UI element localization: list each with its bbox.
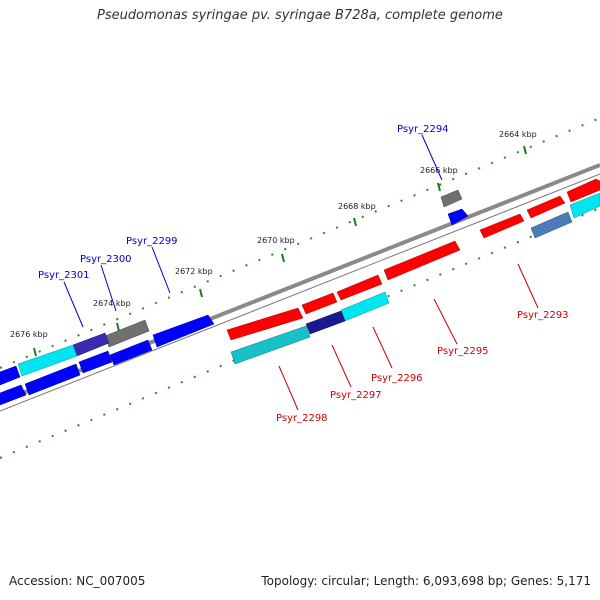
gene-arrow[interactable] xyxy=(566,178,600,203)
label-leaders-forward xyxy=(278,263,539,411)
gene-label-psyr-2294[interactable]: Psyr_2294 xyxy=(397,124,449,135)
gene-arrow[interactable] xyxy=(78,350,113,374)
scale-label-2670: 2670 kbp xyxy=(257,236,295,245)
gene-label-psyr-2301[interactable]: Psyr_2301 xyxy=(38,270,90,281)
gene-arrow[interactable] xyxy=(24,363,81,396)
gene-arrow[interactable] xyxy=(0,365,21,386)
feature-arrow-steelblue[interactable] xyxy=(530,211,573,239)
scale-label-2668: 2668 kbp xyxy=(338,202,376,211)
gene-arrow[interactable] xyxy=(109,339,153,366)
gene-arrow[interactable] xyxy=(152,314,215,348)
gene-arrow[interactable] xyxy=(526,195,566,219)
feature-arrow-cyan[interactable] xyxy=(17,344,78,377)
accession-text: Accession: NC_007005 xyxy=(9,574,146,588)
label-leaders-reverse xyxy=(63,134,443,328)
gene-arrow[interactable] xyxy=(336,274,383,301)
gene-label-psyr-2299[interactable]: Psyr_2299 xyxy=(126,236,178,247)
gene-arrow[interactable] xyxy=(226,307,304,341)
scale-label-2672: 2672 kbp xyxy=(175,267,213,276)
gene-arrow[interactable] xyxy=(0,384,27,406)
feature-arrow-navy[interactable] xyxy=(305,310,346,335)
gene-arrow[interactable] xyxy=(301,292,338,315)
scale-label-2664: 2664 kbp xyxy=(499,130,537,139)
scale-label-2676: 2676 kbp xyxy=(10,330,48,339)
feature-arrow-cyan[interactable] xyxy=(569,192,600,219)
gene-arrow[interactable] xyxy=(447,208,469,226)
gene-arrow[interactable] xyxy=(383,240,461,281)
scale-label-2674: 2674 kbp xyxy=(93,299,131,308)
gene-label-psyr-2300[interactable]: Psyr_2300 xyxy=(80,254,132,265)
genome-backbone xyxy=(0,163,600,412)
forward-strand-track xyxy=(226,178,600,341)
feature-arrow-teal[interactable] xyxy=(230,325,311,365)
gene-label-psyr-2295[interactable]: Psyr_2295 xyxy=(437,346,489,357)
gene-arrow[interactable] xyxy=(479,213,525,239)
scale-label-2666: 2666 kbp xyxy=(420,166,458,175)
reverse-strand-track xyxy=(0,192,600,406)
gene-label-psyr-2293[interactable]: Psyr_2293 xyxy=(517,310,569,321)
map-title: Pseudomonas syringae pv. syringae B728a,… xyxy=(97,8,503,23)
genome-stats-text: Topology: circular; Length: 6,093,698 bp… xyxy=(261,574,591,588)
feature-arrow-gray[interactable] xyxy=(440,189,463,208)
gene-label-psyr-2298[interactable]: Psyr_2298 xyxy=(276,413,328,424)
major-ticks xyxy=(33,145,527,357)
gene-label-psyr-2296[interactable]: Psyr_2296 xyxy=(371,373,423,384)
gene-label-psyr-2297[interactable]: Psyr_2297 xyxy=(330,390,382,401)
